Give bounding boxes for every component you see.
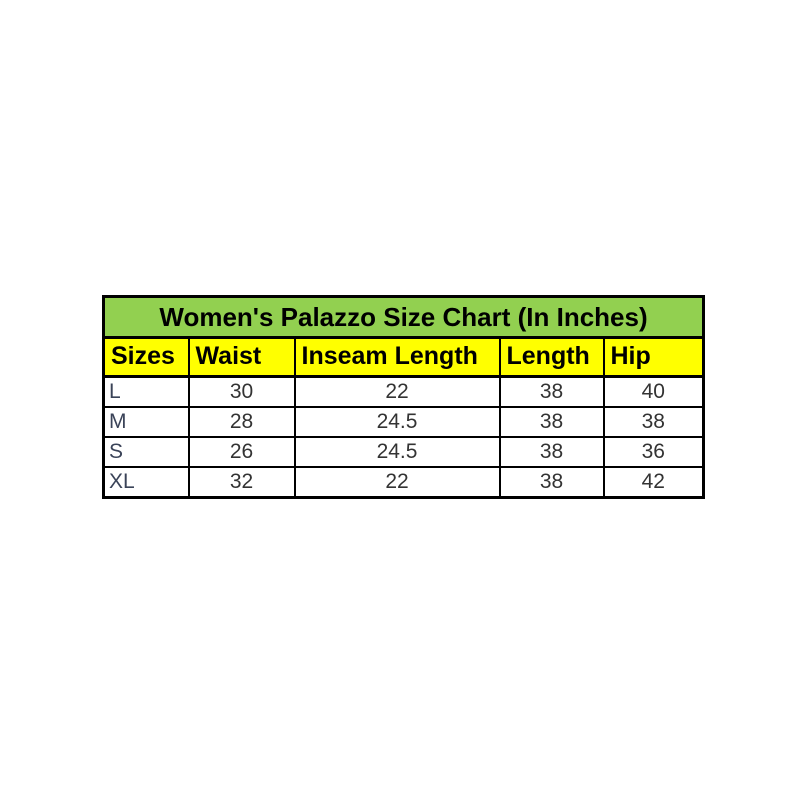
length-cell: 38 [498, 436, 605, 468]
hip-cell: 38 [602, 406, 705, 438]
hip-cell: 40 [602, 375, 705, 408]
table-row-s: S 26 24.5 38 36 [102, 436, 705, 468]
table-row-xl: XL 32 22 38 42 [102, 466, 705, 499]
column-header-hip: Hip [602, 336, 705, 378]
inseam-cell: 22 [293, 375, 501, 408]
column-header-inseam-length: Inseam Length [293, 336, 501, 378]
table-row-m: M 28 24.5 38 38 [102, 406, 705, 438]
inseam-cell: 24.5 [293, 436, 501, 468]
inseam-cell: 24.5 [293, 406, 501, 438]
column-header-sizes: Sizes [102, 336, 190, 378]
waist-cell: 32 [187, 466, 296, 499]
hip-cell: 42 [602, 466, 705, 499]
size-cell: L [102, 375, 190, 408]
length-cell: 38 [498, 406, 605, 438]
size-cell: M [102, 406, 190, 438]
waist-cell: 30 [187, 375, 296, 408]
column-header-waist: Waist [187, 336, 296, 378]
size-chart-table: Women's Palazzo Size Chart (In Inches) S… [102, 295, 705, 499]
length-cell: 38 [498, 466, 605, 499]
size-cell: XL [102, 466, 190, 499]
header-row: Sizes Waist Inseam Length Length Hip [102, 336, 705, 378]
length-cell: 38 [498, 375, 605, 408]
column-header-length: Length [498, 336, 605, 378]
table-title: Women's Palazzo Size Chart (In Inches) [102, 295, 705, 339]
inseam-cell: 22 [293, 466, 501, 499]
waist-cell: 28 [187, 406, 296, 438]
size-chart-container: Women's Palazzo Size Chart (In Inches) S… [102, 295, 705, 499]
hip-cell: 36 [602, 436, 705, 468]
title-row: Women's Palazzo Size Chart (In Inches) [102, 295, 705, 339]
waist-cell: 26 [187, 436, 296, 468]
table-row-l: L 30 22 38 40 [102, 375, 705, 408]
size-cell: S [102, 436, 190, 468]
